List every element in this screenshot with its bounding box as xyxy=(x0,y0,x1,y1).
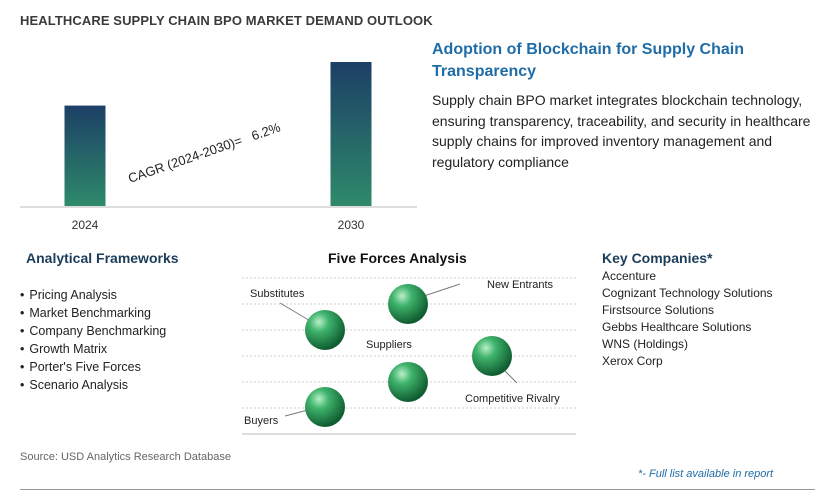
bar-2024 xyxy=(64,105,106,206)
bar-chart: 2024 2030 CAGR (2024-2030)= 6.2% xyxy=(20,62,417,232)
bar-2030 xyxy=(330,62,372,206)
list-item: WNS (Holdings) xyxy=(602,337,689,351)
list-item: Pricing Analysis xyxy=(20,286,166,304)
list-item: Accenture xyxy=(602,269,657,283)
gridlines xyxy=(242,277,576,409)
label-new-entrants: New Entrants xyxy=(487,279,554,291)
footnote: *- Full list available in report xyxy=(638,468,774,480)
companies-heading: Key Companies* xyxy=(602,250,713,266)
list-item: Porter's Five Forces xyxy=(20,358,166,376)
sphere-new-entrants xyxy=(388,284,428,324)
label-competitive-rivalry: Competitive Rivalry xyxy=(465,393,560,405)
source-note: Source: USD Analytics Research Database xyxy=(20,451,231,463)
list-item: Market Benchmarking xyxy=(20,304,166,322)
connector-lines xyxy=(279,283,518,417)
list-item: Cognizant Technology Solutions xyxy=(602,286,773,300)
list-item: Scenario Analysis xyxy=(20,376,166,394)
list-item: Firstsource Solutions xyxy=(602,303,715,317)
highlight-heading: Adoption of Blockchain for Supply Chain … xyxy=(432,41,744,80)
cagr-annotation: CAGR (2024-2030)= 6.2% xyxy=(126,119,283,185)
sphere-competitive-rivalry xyxy=(472,336,512,376)
sphere-buyers xyxy=(305,387,345,427)
list-item: Gebbs Healthcare Solutions xyxy=(602,320,752,334)
x-tick-label-2030: 2030 xyxy=(338,218,365,232)
five-forces-heading: Five Forces Analysis xyxy=(328,250,467,266)
frameworks-list: Pricing Analysis Market Benchmarking Com… xyxy=(20,286,166,394)
list-item: Company Benchmarking xyxy=(20,322,166,340)
chart-title: HEALTHCARE SUPPLY CHAIN BPO MARKET DEMAN… xyxy=(20,13,433,28)
label-substitutes: Substitutes xyxy=(250,288,305,300)
sphere-suppliers xyxy=(388,362,428,402)
label-suppliers: Suppliers xyxy=(366,339,412,351)
frameworks-heading: Analytical Frameworks xyxy=(26,250,179,266)
bottom-divider xyxy=(20,489,815,490)
list-item: Growth Matrix xyxy=(20,340,166,358)
highlight-description: Supply chain BPO market integrates block… xyxy=(432,92,811,170)
list-item: Xerox Corp xyxy=(602,354,663,368)
sphere-substitutes xyxy=(305,310,345,350)
x-tick-label-2024: 2024 xyxy=(72,218,99,232)
companies-list: Accenture Cognizant Technology Solutions… xyxy=(602,268,773,370)
label-buyers: Buyers xyxy=(244,415,279,427)
